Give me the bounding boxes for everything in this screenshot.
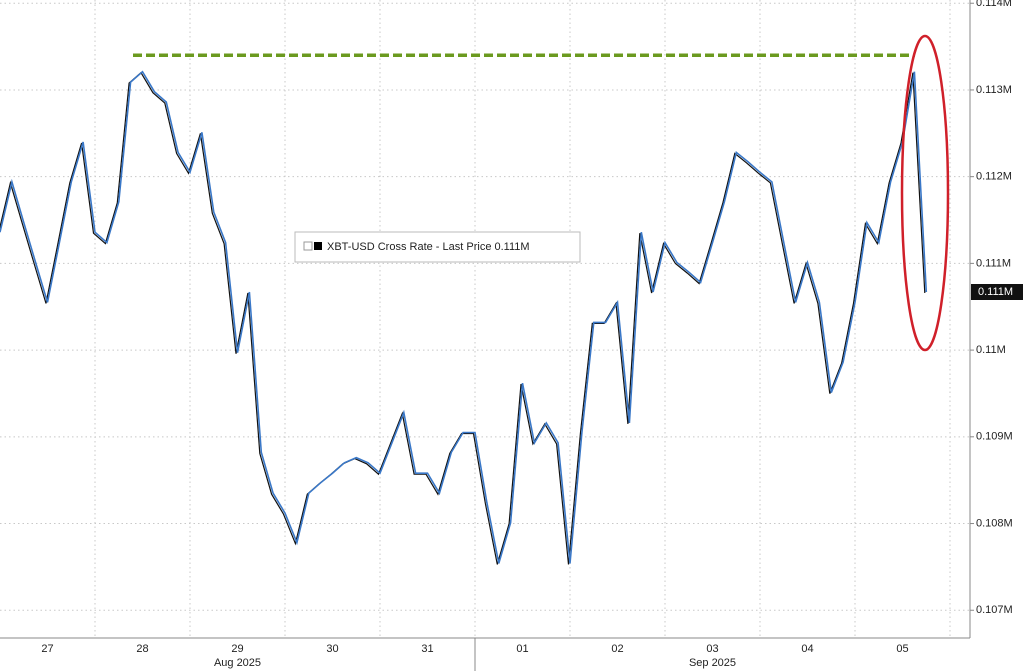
y-tick-label: 0.113M: [976, 84, 1012, 96]
x-axis-area: [0, 638, 970, 671]
y-tick-label: 0.111M: [976, 257, 1011, 269]
x-tick-label: 31: [421, 643, 433, 655]
legend-value: 0.111M: [495, 241, 530, 253]
last-price-label: 0.111M: [978, 286, 1013, 298]
x-tick-label: 28: [136, 643, 148, 655]
month-label: Aug 2025: [214, 657, 261, 669]
legend-swatch: [314, 242, 322, 250]
last-price-tag: [971, 284, 1023, 301]
x-tick-label: 01: [516, 643, 528, 655]
y-tick-label: 0.112M: [976, 171, 1012, 183]
line: [0, 70, 928, 564]
highlight-ellipse: [900, 34, 950, 352]
x-tick-label: 03: [706, 643, 718, 655]
x-tick-label: 27: [41, 643, 53, 655]
legend-name: XBT-USD Cross Rate - Last Price: [327, 241, 491, 253]
month-label: Sep 2025: [689, 657, 736, 669]
x-tick-label: 02: [611, 643, 623, 655]
x-tick-label: 04: [801, 643, 813, 655]
x-tick-label: 29: [231, 643, 243, 655]
y-tick-label: 0.108M: [976, 517, 1013, 529]
x-tick-label: 30: [326, 643, 338, 655]
y-tick-label: 0.114M: [976, 0, 1012, 9]
y-tick-label: 0.109M: [976, 431, 1013, 443]
legend-text: XBT-USD Cross Rate - Last Price 0.111M: [327, 241, 530, 253]
legend-toggle: [303, 241, 313, 251]
legend-box: [294, 231, 581, 263]
y-tick-label: 0.107M: [976, 604, 1013, 616]
legend: XBT-USD Cross Rate - Last Price 0.111M: [294, 231, 581, 263]
x-tick-label: 05: [896, 643, 908, 655]
y-tick-label: 0.11M: [976, 344, 1006, 356]
